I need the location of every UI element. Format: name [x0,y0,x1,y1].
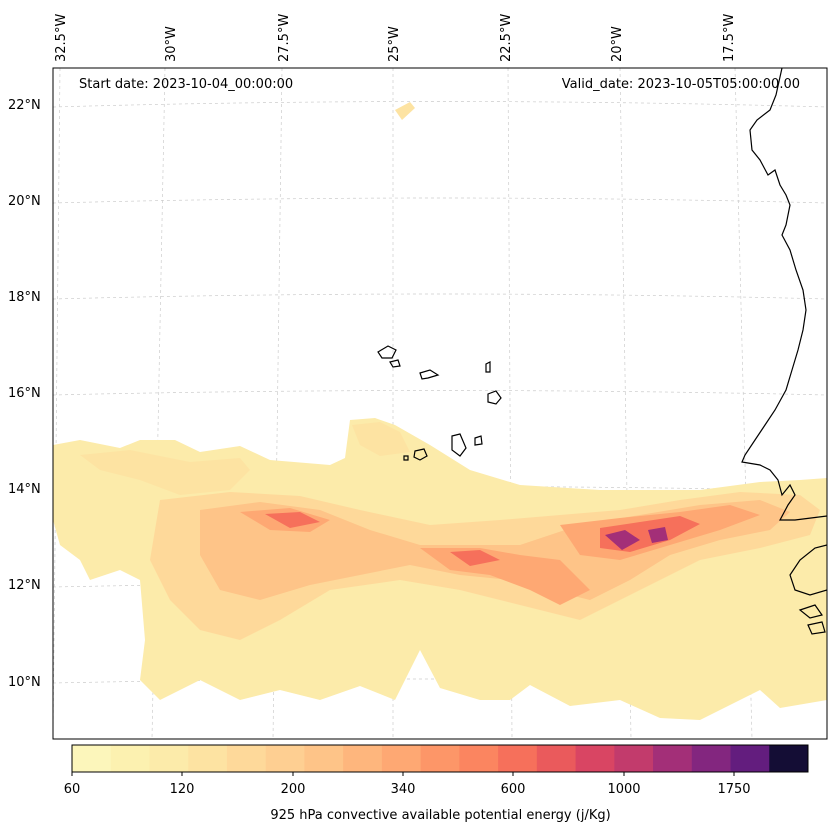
latitude-label-16n: 16°N [8,386,41,401]
colorbar-border [71,744,809,773]
colorbar-swatch [381,745,422,772]
latitude-label-12n: 12°N [8,578,41,593]
santo-antao-island [377,345,397,359]
colorbar-swatch [653,745,693,772]
colorbar-swatch [304,745,344,772]
coastlines [377,68,827,635]
colorbar-swatch [226,745,267,772]
colorbar-swatch [691,745,732,772]
cape-region-west-band [80,450,250,495]
latitude-label-22n: 22°N [8,98,41,113]
longitude-label-27.5w: 27.5°W [277,13,292,62]
cape-region-islet [395,102,415,120]
colorbar-tick-label: 1750 [717,782,751,797]
colorbar-swatch [188,745,228,772]
longitude-label-32.5w: 32.5°W [54,13,69,62]
colorbar-swatch [459,745,499,772]
santiago-island [451,433,467,457]
colorbar-swatch [769,745,809,772]
cape-field [53,102,827,720]
colorbar-tick-label: 60 [63,782,81,797]
brava-island [403,455,409,461]
colorbar-swatch [575,745,615,772]
colorbar-swatch [72,745,112,772]
map-border [52,67,828,740]
colorbar-tick-label: 340 [390,782,416,797]
colorbar-swatch [614,745,654,772]
cape-region-north [352,422,410,456]
colorbar [72,745,809,772]
latitude-label-18n: 18°N [8,290,41,305]
colorbar-label: 925 hPa convective available potential e… [270,808,611,823]
colorbar-ticks [71,772,735,776]
sao-nicolau-island [419,369,440,380]
latitude-label-10n: 10°N [8,675,41,690]
longitude-label-30w: 30°W [164,26,179,62]
colorbar-swatch [265,745,305,772]
colorbar-tick-label: 120 [169,782,195,797]
colorbar-swatch [343,745,383,772]
colorbar-swatch [110,745,150,772]
cape-region-max [605,527,668,550]
start-date-annotation: Start date: 2023-10-04_00:00:00 [79,77,294,92]
colorbar-swatch [149,745,189,772]
boa-vista-island [487,390,502,405]
sal-island [485,361,491,373]
colorbar-tick-label: 200 [280,782,306,797]
longitude-label-22.5w: 22.5°W [499,13,514,62]
fogo-island [413,448,428,461]
colorbar-tick-label: 1000 [607,782,641,797]
valid-date-annotation: Valid_date: 2023-10-05T05:00:00.00 [561,77,800,92]
colorbar-swatch [420,745,460,772]
latitude-label-20n: 20°N [8,194,41,209]
latitude-label-14n: 14°N [8,482,41,497]
colorbar-tick-label: 600 [500,782,526,797]
colorbar-swatch [536,745,577,772]
sao-vicente-island [389,359,401,368]
longitude-label-20w: 20°W [610,26,625,62]
maio-island [474,435,483,446]
longitude-label-25w: 25°W [387,26,402,62]
colorbar-swatch [730,745,770,772]
west-africa-coast-south [789,544,827,596]
colorbar-swatch [498,745,538,772]
longitude-label-17.5w: 17.5°W [722,13,737,62]
africa-coastline [741,68,827,521]
bissagos-islands [798,604,826,635]
